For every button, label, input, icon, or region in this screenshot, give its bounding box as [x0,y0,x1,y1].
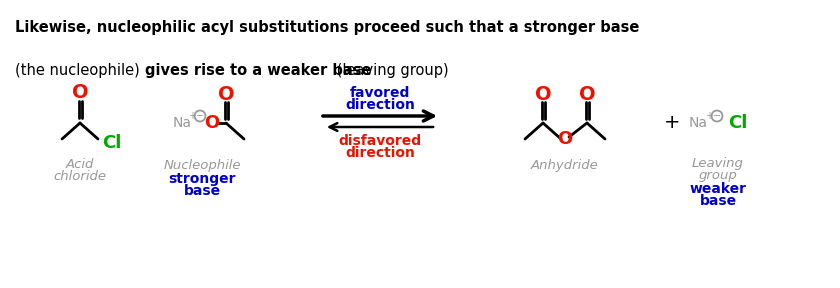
Text: O: O [579,84,596,103]
Text: O: O [71,84,88,103]
Text: direction: direction [345,98,415,112]
Text: Likewise, nucleophilic acyl substitutions proceed such that a stronger base: Likewise, nucleophilic acyl substitution… [15,20,639,35]
Text: O: O [204,114,219,132]
Text: −: − [713,111,721,121]
Text: weaker: weaker [690,182,747,196]
Text: O: O [558,130,573,148]
Text: favored: favored [349,86,410,100]
Text: (leaving group): (leaving group) [332,63,449,78]
Text: Na: Na [689,116,707,130]
Text: disfavored: disfavored [339,134,422,148]
Text: gives rise to a weaker base: gives rise to a weaker base [145,63,372,78]
Text: O: O [218,84,234,103]
Text: Leaving: Leaving [692,156,744,170]
Text: Cl: Cl [102,134,121,152]
Text: +: + [705,111,713,121]
Text: chloride: chloride [54,170,107,183]
Text: O: O [535,84,551,103]
Text: +: + [664,113,680,132]
Text: −: − [196,111,204,121]
Text: stronger: stronger [168,172,236,186]
Text: Nucleophile: Nucleophile [163,158,241,171]
Text: base: base [183,184,221,198]
Text: direction: direction [345,146,415,160]
Text: Acid: Acid [66,158,94,171]
Text: group: group [699,168,738,181]
Text: base: base [700,194,737,208]
Text: Cl: Cl [728,114,748,132]
Text: Anhydride: Anhydride [531,158,599,171]
Text: Na: Na [172,116,192,130]
Text: (the nucleophile): (the nucleophile) [15,63,144,78]
Text: +: + [188,111,196,121]
